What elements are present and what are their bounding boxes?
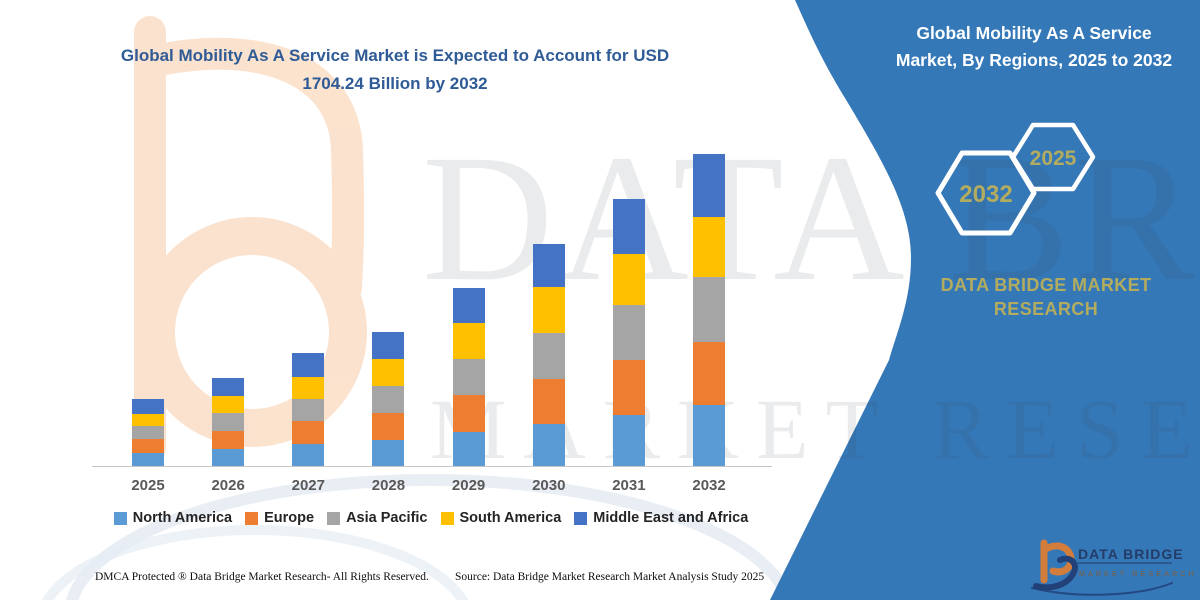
bar-2030-segment-south-america	[532, 286, 565, 334]
legend-swatch-icon	[327, 511, 341, 525]
swoosh-watermark-icon	[41, 474, 794, 600]
legend-item-europe: Europe	[245, 510, 314, 526]
x-axis-label-2032: 2032	[692, 477, 726, 494]
chart-title: Global Mobility As A Service Market is E…	[70, 42, 720, 97]
bar-2030-segment-north-america	[532, 423, 565, 466]
dbmr-logo-watermark-icon	[134, 16, 367, 464]
bar-2027-segment-south-america	[292, 376, 325, 399]
bar-2030-segment-middle-east-and-africa	[532, 243, 565, 287]
bar-2027-segment-north-america	[292, 443, 325, 466]
bar-2028	[372, 332, 405, 466]
legend-swatch-icon	[245, 511, 259, 525]
bar-2026-segment-europe	[212, 430, 245, 449]
bar-2029-segment-asia-pacific	[452, 359, 485, 395]
x-axis-label-2030: 2030	[532, 477, 566, 494]
x-axis-label-2029: 2029	[451, 477, 486, 494]
legend-item-north-america: North America	[113, 510, 233, 526]
x-axis-label-2028: 2028	[371, 477, 406, 494]
bar-2026-segment-north-america	[212, 448, 245, 466]
bar-2030-segment-asia-pacific	[532, 333, 565, 379]
bar-2025	[132, 398, 164, 466]
bar-2028-segment-asia-pacific	[372, 385, 405, 413]
x-axis-label-2031: 2031	[612, 477, 646, 494]
bar-2028-segment-europe	[372, 412, 405, 440]
chart-title-line1: Global Mobility As A Service Market is E…	[120, 46, 670, 65]
legend-item-south-america: South America	[440, 510, 562, 526]
legend-swatch-icon	[574, 511, 588, 525]
x-axis-label-2027: 2027	[291, 477, 325, 494]
bar-2026	[212, 377, 245, 466]
bar-2032-segment-south-america	[693, 216, 726, 277]
bar-2031-segment-middle-east-and-africa	[612, 198, 645, 254]
bar-2028-segment-north-america	[372, 439, 405, 466]
bar-2025-segment-asia-pacific	[132, 425, 164, 439]
bar-2029	[452, 288, 485, 466]
legend-swatch-icon	[113, 511, 127, 525]
bar-2031-segment-north-america	[612, 414, 645, 466]
legend-label: North America	[132, 510, 233, 526]
bar-2029-segment-north-america	[452, 431, 485, 466]
legend-label: Asia Pacific	[346, 510, 428, 526]
bar-2030-segment-europe	[532, 378, 565, 424]
bar-2032-segment-europe	[693, 342, 726, 405]
panel-brand-line1: DATA BRIDGE MARKET	[940, 275, 1152, 295]
bar-2029-segment-south-america	[452, 323, 485, 360]
bar-2025-segment-middle-east-and-africa	[132, 398, 164, 414]
bar-2026-segment-middle-east-and-africa	[212, 377, 245, 396]
panel-brand-line2: RESEARCH	[993, 299, 1099, 320]
bar-2028-segment-south-america	[372, 359, 405, 386]
bar-2032	[693, 154, 726, 466]
chart-legend: North America Europe Asia Pacific South Ame…	[86, 510, 776, 526]
bar-2032-segment-asia-pacific	[693, 276, 726, 343]
legend-item-asia-pacific: Asia Pacific	[327, 510, 428, 526]
bar-2032-segment-north-america	[693, 404, 726, 466]
panel-title-line1: Global Mobility As A Service	[916, 23, 1152, 43]
bar-2027-segment-asia-pacific	[292, 398, 325, 421]
bar-2031	[612, 198, 645, 466]
footer-dmca-text: DMCA Protected ® Data Bridge Market Rese…	[95, 571, 429, 583]
bar-2029-segment-middle-east-and-africa	[452, 288, 485, 324]
bar-2031-segment-europe	[612, 360, 645, 415]
legend-label: Europe	[264, 510, 315, 526]
chart-title-line2: 1704.24 Billion by 2032	[302, 73, 488, 93]
bar-2031-segment-south-america	[612, 253, 645, 306]
x-axis-label-2026: 2026	[211, 477, 245, 494]
chart-plot: 2025 2026 2027 2028 2029 2030 2031 2032	[92, 154, 772, 494]
bar-2030	[532, 243, 565, 466]
bar-2025-segment-north-america	[132, 453, 164, 466]
bar-2029-segment-europe	[452, 394, 485, 432]
bar-2031-segment-asia-pacific	[612, 305, 645, 361]
legend-item-middle-east-and-africa: Middle East and Africa	[574, 510, 748, 526]
bar-2027-segment-europe	[292, 420, 325, 444]
x-axis-label-2025: 2025	[131, 477, 165, 494]
legend-label: South America	[459, 510, 562, 526]
bar-2025-segment-south-america	[132, 413, 164, 426]
bar-2026-segment-south-america	[212, 395, 245, 413]
bar-2032-segment-middle-east-and-africa	[693, 154, 726, 217]
footer-source-text: Source: Data Bridge Market Research Mark…	[455, 571, 765, 583]
panel-title: Global Mobility As A Service Market, By …	[878, 20, 1190, 74]
panel-brand-text: DATA BRIDGE MARKET RESEARCH	[928, 273, 1164, 322]
legend-label: Middle East and Africa	[593, 510, 749, 526]
bar-2027	[292, 353, 325, 466]
panel-title-line2: Market, By Regions, 2025 to 2032	[895, 50, 1173, 71]
bar-2027-segment-middle-east-and-africa	[292, 353, 325, 377]
bar-2025-segment-europe	[132, 438, 164, 454]
bar-2026-segment-asia-pacific	[212, 412, 245, 431]
legend-swatch-icon	[440, 511, 454, 525]
bar-2028-segment-middle-east-and-africa	[372, 332, 405, 360]
